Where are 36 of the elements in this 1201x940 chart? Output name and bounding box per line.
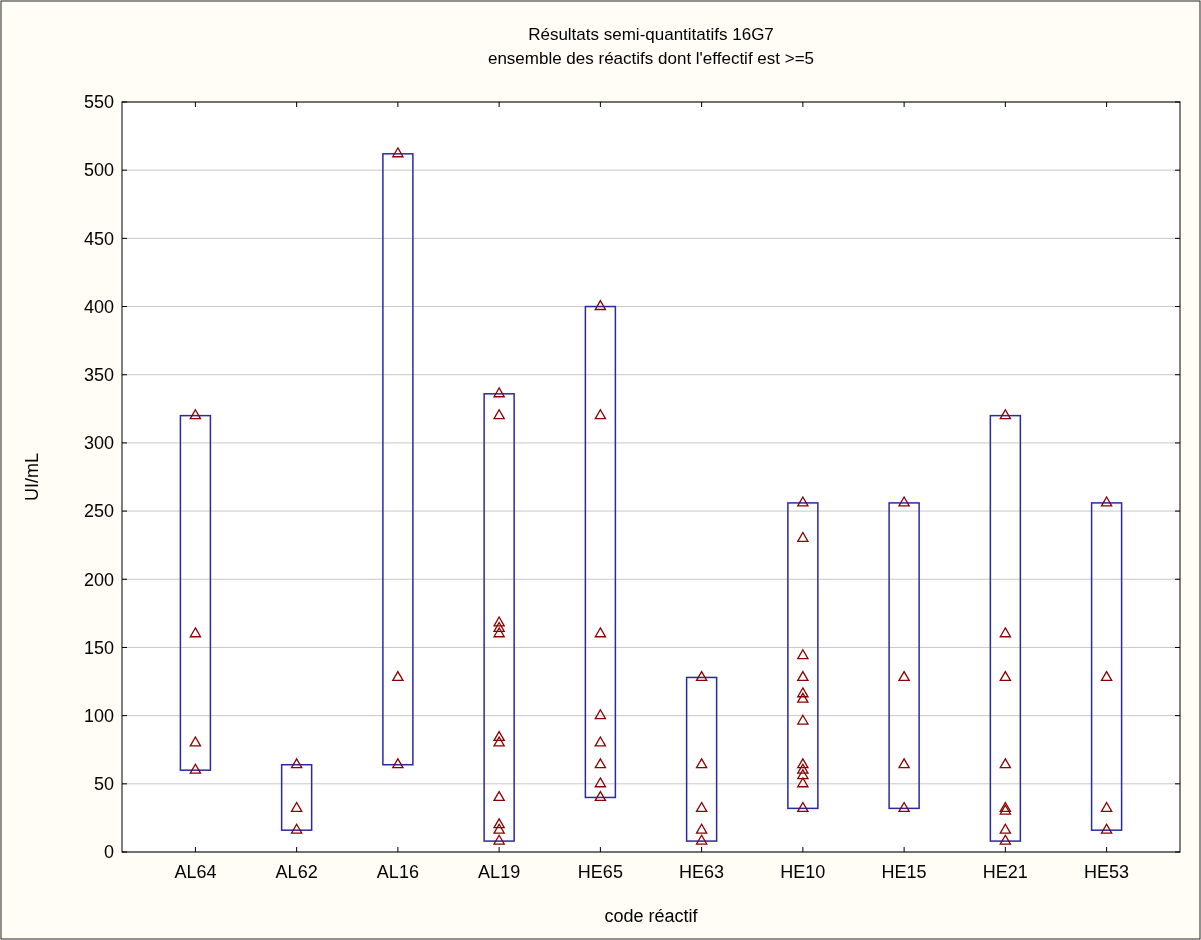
bar (888, 502, 920, 810)
y-tick-label: 500 (83, 160, 114, 181)
y-tick-label: 250 (83, 501, 114, 522)
y-tick-label: 0 (103, 842, 114, 863)
chart-subtitle: ensemble des réactifs dont l'effectif est >=5 (487, 49, 815, 68)
bar (989, 414, 1022, 842)
bar (685, 676, 718, 842)
bar (1090, 502, 1123, 831)
x-tick-label: AL16 (376, 862, 419, 882)
x-tick-label: AL19 (478, 862, 521, 882)
y-tick-label: 400 (83, 296, 114, 317)
bar (787, 502, 819, 810)
bar (483, 393, 515, 842)
x-tick-label: AL64 (174, 862, 217, 882)
bar (382, 153, 414, 766)
x-tick-label: AL62 (275, 862, 318, 882)
x-tick-label: HE15 (881, 862, 927, 882)
y-tick-label: 350 (83, 365, 114, 386)
x-axis-title: code réactif (604, 906, 699, 926)
x-tick-label: HE10 (780, 862, 826, 882)
x-tick-label: HE53 (1084, 862, 1130, 882)
chart-title: Résultats semi-quantitatifs 16G7 (528, 25, 774, 44)
x-tick-label: HE21 (982, 862, 1028, 882)
y-tick-label: 550 (83, 92, 114, 113)
y-tick-label: 200 (83, 569, 114, 590)
x-tick-label: HE63 (679, 862, 725, 882)
y-axis-title: UI/mL (22, 452, 42, 502)
bar (584, 305, 617, 799)
x-tick-label: HE65 (577, 862, 623, 882)
bar (280, 763, 313, 831)
y-tick-label: 450 (83, 228, 114, 249)
y-tick-label: 150 (83, 637, 114, 658)
y-tick-label: 50 (93, 774, 114, 795)
y-tick-label: 300 (83, 433, 114, 454)
bar (179, 414, 212, 771)
y-tick-label: 100 (83, 705, 114, 726)
